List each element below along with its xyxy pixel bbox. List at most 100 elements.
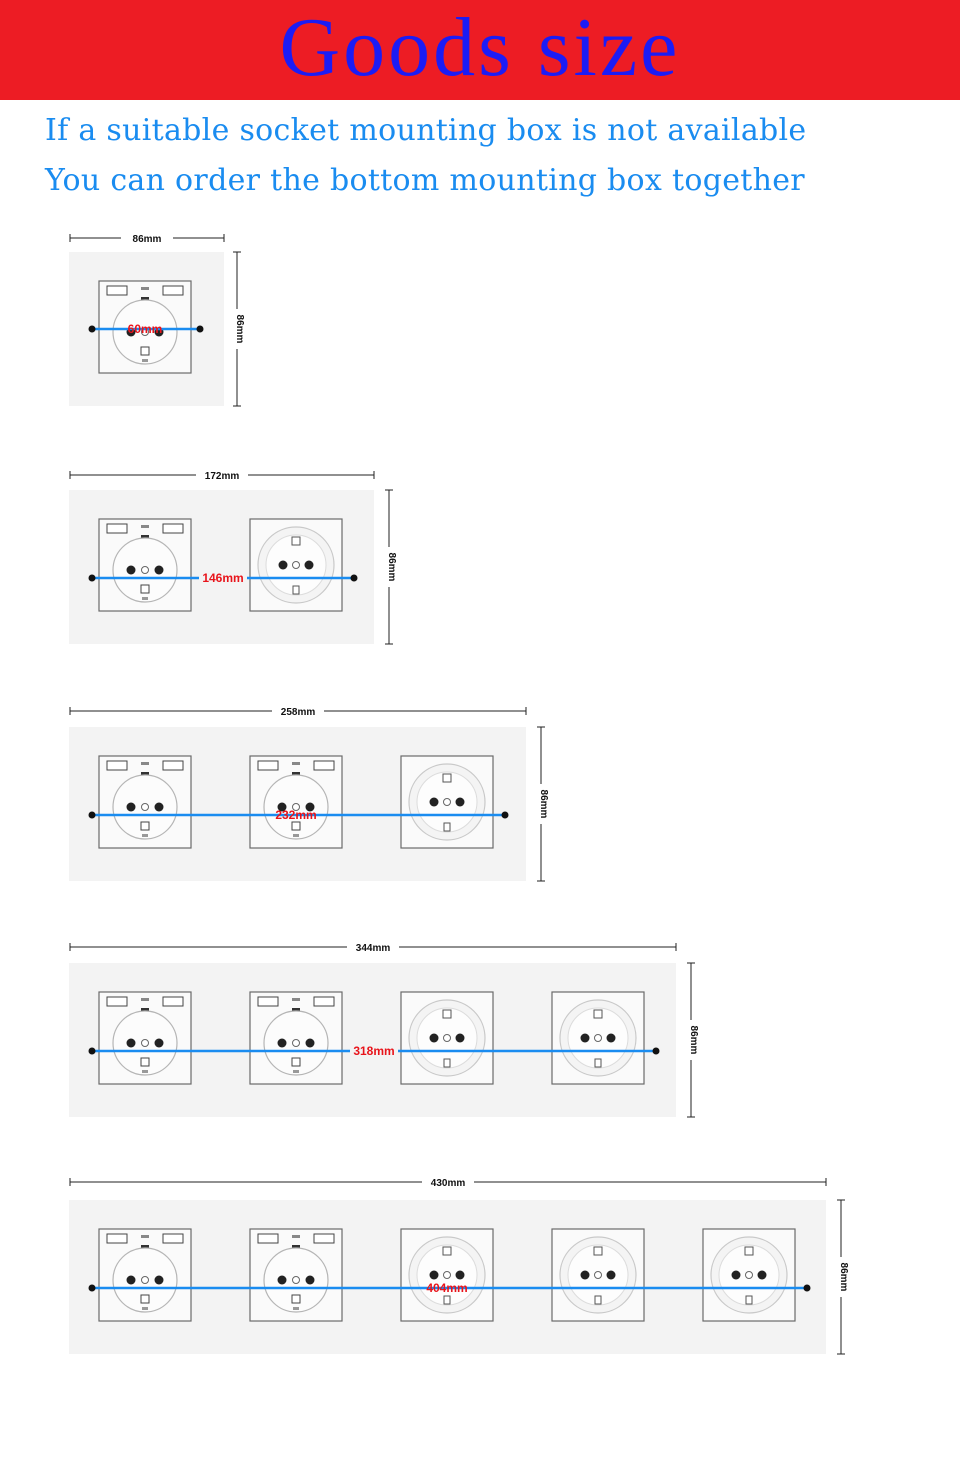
center-mark bbox=[594, 1034, 602, 1042]
pin-hole bbox=[154, 1038, 164, 1048]
pin-hole bbox=[278, 560, 288, 570]
pin-hole bbox=[429, 1033, 439, 1043]
mounting-hole bbox=[803, 1284, 811, 1292]
width-label: 86mm bbox=[133, 234, 162, 245]
mounting-hole bbox=[196, 325, 204, 333]
earth-clip-icon bbox=[140, 584, 150, 594]
usb-label-mark bbox=[141, 525, 149, 528]
usb-port-icon bbox=[106, 760, 128, 771]
label-mark bbox=[142, 359, 148, 362]
pin-hole bbox=[580, 1033, 590, 1043]
usb-port-icon bbox=[162, 285, 184, 296]
pin-hole bbox=[305, 1038, 315, 1048]
center-mark bbox=[292, 561, 300, 569]
spacing-label: 60mm bbox=[128, 322, 163, 336]
width-label: 344mm bbox=[356, 943, 391, 954]
usb-indicator-icon bbox=[292, 1008, 300, 1012]
center-mark bbox=[292, 1276, 300, 1284]
mounting-hole bbox=[350, 574, 358, 582]
usb-indicator-icon bbox=[141, 1245, 149, 1249]
panel-diagram: 172mm 86mm 146mm bbox=[69, 471, 397, 645]
usb-port-icon bbox=[162, 996, 184, 1007]
height-label: 86mm bbox=[688, 1026, 699, 1055]
mounting-hole bbox=[88, 574, 96, 582]
earth-clip-icon bbox=[442, 1246, 452, 1256]
pin-hole bbox=[277, 1275, 287, 1285]
usb-port-icon bbox=[313, 996, 335, 1007]
earth-clip-icon bbox=[744, 1246, 754, 1256]
earth-clip-icon bbox=[140, 821, 150, 831]
usb-port-icon bbox=[257, 996, 279, 1007]
pin-hole bbox=[305, 1275, 315, 1285]
label-mark bbox=[142, 1307, 148, 1310]
earth-clip-icon bbox=[594, 1058, 602, 1068]
pin-hole bbox=[606, 1033, 616, 1043]
usb-port-icon bbox=[106, 996, 128, 1007]
pin-hole bbox=[126, 802, 136, 812]
pin-hole bbox=[154, 565, 164, 575]
earth-clip-icon bbox=[745, 1295, 753, 1305]
pin-hole bbox=[154, 1275, 164, 1285]
label-mark bbox=[142, 597, 148, 600]
note-line-1: If a suitable socket mounting box is not… bbox=[45, 113, 807, 148]
earth-clip-icon bbox=[594, 1295, 602, 1305]
usb-port-icon bbox=[313, 1233, 335, 1244]
height-label: 86mm bbox=[234, 315, 245, 344]
pin-hole bbox=[455, 1270, 465, 1280]
mounting-hole bbox=[501, 811, 509, 819]
center-mark bbox=[292, 803, 300, 811]
earth-clip-icon bbox=[442, 1009, 452, 1019]
earth-clip-icon bbox=[291, 536, 301, 546]
usb-label-mark bbox=[292, 1235, 300, 1238]
pin-hole bbox=[126, 1038, 136, 1048]
spacing-label: 232mm bbox=[275, 808, 316, 822]
earth-clip-icon bbox=[593, 1009, 603, 1019]
pin-hole bbox=[606, 1270, 616, 1280]
mounting-hole bbox=[88, 811, 96, 819]
pin-hole bbox=[580, 1270, 590, 1280]
usb-port-icon bbox=[162, 523, 184, 534]
pin-hole bbox=[429, 797, 439, 807]
pin-hole bbox=[305, 802, 315, 812]
pin-hole bbox=[455, 797, 465, 807]
usb-label-mark bbox=[141, 998, 149, 1001]
panel-diagram: 430mm 86mm 404mm bbox=[69, 1178, 849, 1355]
label-mark bbox=[293, 1070, 299, 1073]
height-label: 86mm bbox=[386, 553, 397, 582]
pin-hole bbox=[154, 802, 164, 812]
center-mark bbox=[443, 1034, 451, 1042]
usb-port-icon bbox=[106, 285, 128, 296]
usb-label-mark bbox=[292, 762, 300, 765]
center-mark bbox=[443, 798, 451, 806]
earth-clip-icon bbox=[443, 1295, 451, 1305]
usb-port-icon bbox=[106, 1233, 128, 1244]
earth-clip-icon bbox=[442, 773, 452, 783]
label-mark bbox=[293, 1307, 299, 1310]
mounting-hole bbox=[88, 325, 96, 333]
earth-clip-icon bbox=[291, 821, 301, 831]
usb-indicator-icon bbox=[292, 1245, 300, 1249]
panel-diagram: 86mm 86mm 60mm bbox=[69, 234, 245, 407]
earth-clip-icon bbox=[140, 346, 150, 356]
earth-clip-icon bbox=[140, 1057, 150, 1067]
mounting-hole bbox=[88, 1284, 96, 1292]
pin-hole bbox=[731, 1270, 741, 1280]
usb-label-mark bbox=[141, 1235, 149, 1238]
label-mark bbox=[293, 834, 299, 837]
usb-indicator-icon bbox=[141, 772, 149, 776]
center-mark bbox=[745, 1271, 753, 1279]
pin-hole bbox=[277, 1038, 287, 1048]
earth-clip-icon bbox=[291, 1294, 301, 1304]
earth-clip-icon bbox=[291, 1057, 301, 1067]
usb-port-icon bbox=[313, 760, 335, 771]
earth-clip-icon bbox=[443, 822, 451, 832]
spacing-label: 318mm bbox=[353, 1044, 394, 1058]
spacing-label: 146mm bbox=[202, 571, 243, 585]
usb-label-mark bbox=[141, 287, 149, 290]
earth-clip-icon bbox=[593, 1246, 603, 1256]
center-mark bbox=[141, 566, 149, 574]
pin-hole bbox=[126, 565, 136, 575]
label-mark bbox=[142, 1070, 148, 1073]
width-label: 430mm bbox=[431, 1178, 466, 1189]
